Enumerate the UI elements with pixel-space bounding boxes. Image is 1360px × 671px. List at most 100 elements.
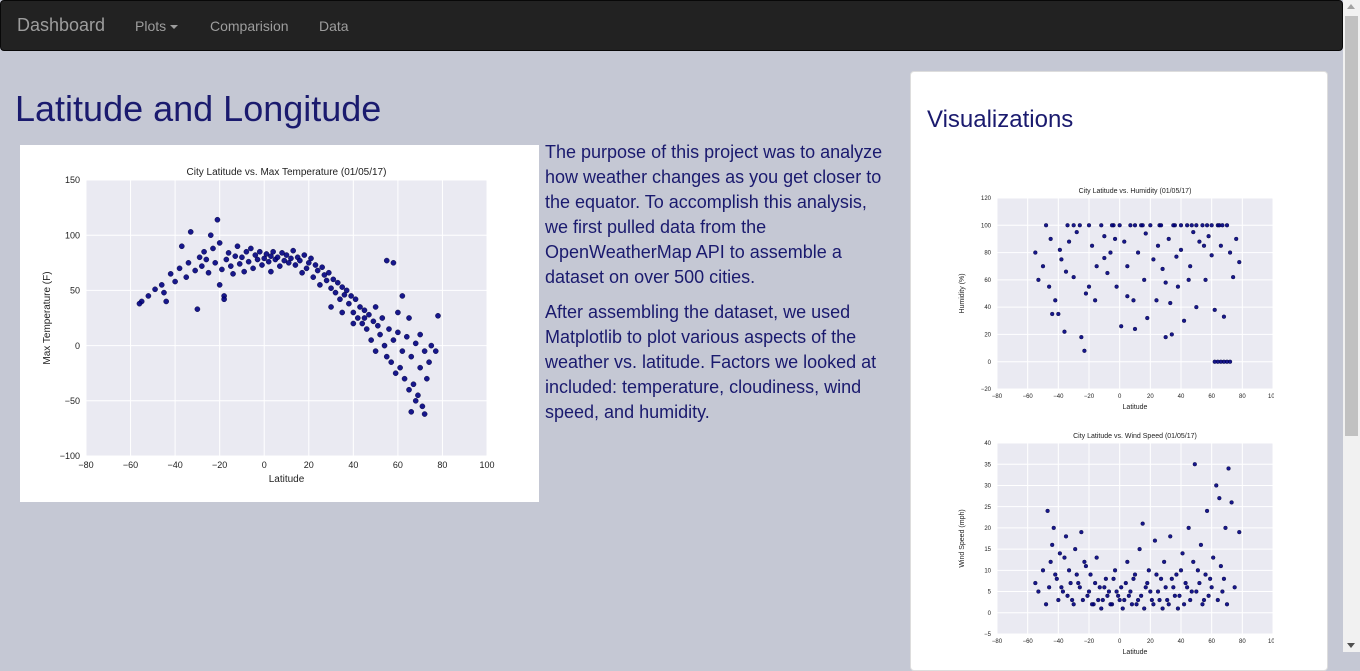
data-point [375,322,381,329]
x-tick-label: −40 [167,460,182,470]
data-point [339,284,345,290]
data-point [390,337,397,343]
wind-speed-plot-image[interactable]: −80 −60 −40 −20 0 20 40 60 80 100 −5 0 5 10 15 20 25 30 35… [954,431,1279,661]
data-point [245,258,252,265]
data-point [308,255,314,262]
data-point [212,260,219,266]
humidity-plot-image[interactable]: −80 −60 −40 −20 0 20 40 60 80 100 −20 0 20 40 60 80 100 1… [954,186,1279,416]
data-point [1111,576,1116,581]
data-point [1128,589,1133,594]
x-tick-label: 20 [1147,394,1154,400]
data-point [145,293,152,299]
x-tick-label: 80 [1239,639,1246,645]
data-point [194,306,201,312]
data-point [417,364,423,371]
data-point [265,258,272,265]
y-tick-label: 0 [988,360,992,366]
humidity-scatter-chart: −80 −60 −40 −20 0 20 40 60 80 100 −20 0 20 40 60 80 100 1… [959,188,1279,411]
nav-item-plots[interactable]: Plots [135,18,179,34]
data-point [183,274,190,280]
data-point [1093,580,1098,586]
visualizations-panel: Visualizations −80−60−40−20020406080100−… [910,71,1328,671]
data-point [290,247,296,254]
data-point [1080,597,1085,603]
data-point [1206,234,1211,239]
data-point [196,254,203,261]
data-point [1132,223,1138,228]
data-point [192,267,198,274]
data-point [303,265,310,272]
data-point [1086,284,1092,289]
page-scrollbar[interactable] [1343,0,1360,652]
data-point [1082,559,1087,564]
data-point [1065,223,1070,228]
data-point [412,340,419,347]
data-point [1158,576,1164,581]
data-point [1149,597,1154,603]
data-point [277,263,283,269]
data-point [392,370,399,376]
data-point [1171,585,1176,590]
data-point [1201,597,1207,603]
data-point [1053,298,1058,303]
data-point [230,271,236,277]
data-point [1117,223,1122,228]
y-tick-label: 20 [984,333,991,339]
x-tick-label: −80 [78,460,93,470]
data-point [1218,243,1223,248]
scroll-down-arrow-icon[interactable] [1347,643,1355,648]
y-tick-label: −50 [65,396,80,406]
data-point [1047,585,1052,590]
data-point [1054,576,1059,581]
chart-title: City Latitude vs. Humidity (01/05/17) [1079,188,1192,195]
data-point [372,348,379,354]
data-point [1132,326,1138,332]
data-point [1077,223,1082,228]
data-point [1154,298,1159,303]
data-point [261,255,268,262]
data-point [1229,500,1234,505]
data-point [1162,559,1167,564]
x-tick-label: −60 [1023,394,1034,400]
data-point [1231,275,1236,280]
data-point [339,309,345,316]
data-point [172,278,178,285]
data-point [1185,585,1190,590]
data-point [432,348,439,354]
data-point [399,348,406,354]
data-point [254,256,261,263]
navbar-brand[interactable]: Dashboard [17,15,106,35]
description-paragraph-1: The purpose of this project was to analy… [545,142,883,287]
x-tick-label: −20 [1084,639,1095,645]
data-point [1224,223,1230,228]
x-tick-label: 100 [1268,394,1274,400]
data-point [241,268,247,275]
y-tick-label: 150 [65,175,80,185]
data-point [1194,223,1199,228]
data-point [1178,568,1184,573]
data-point [321,272,328,278]
nav-item-data[interactable]: Data [319,18,349,34]
data-point [415,392,421,399]
scroll-up-arrow-icon[interactable] [1347,4,1355,9]
x-tick-label: 40 [348,460,358,470]
data-point [1201,243,1207,248]
data-point [1100,597,1105,603]
nav-item-comparision[interactable]: Comparision [210,18,289,34]
data-point [274,254,281,261]
data-point [1089,243,1095,248]
data-point [1200,602,1205,607]
data-point [1211,555,1216,560]
data-point [1142,277,1147,282]
scrollbar-thumb[interactable] [1345,16,1358,436]
y-tick-label: −100 [60,451,80,461]
wind-speed-scatter-chart: −80 −60 −40 −20 0 20 40 60 80 100 −5 0 5 10 15 20 25 30 35… [959,433,1279,656]
data-point [1151,602,1156,607]
x-tick-label: 20 [1147,639,1154,645]
data-point [285,260,292,266]
data-point [1059,585,1064,590]
data-point [370,318,377,325]
data-point [1094,264,1099,269]
data-point [1191,230,1196,235]
data-point [1221,314,1227,319]
